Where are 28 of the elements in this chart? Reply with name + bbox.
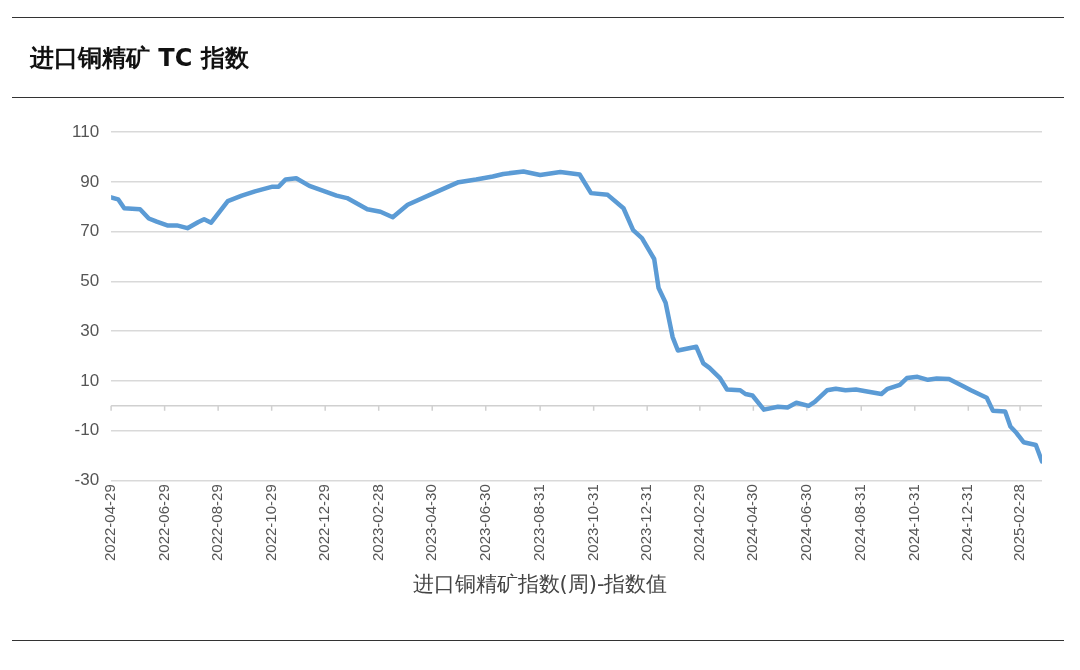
x-tick-label: 2022-08-29 (208, 484, 226, 562)
x-axis-title: 进口铜精矿指数(周)-指数值 (411, 571, 669, 598)
x-tick-label: 2024-10-31 (904, 484, 922, 562)
x-tick-label: 2022-06-29 (154, 484, 172, 562)
x-tick-label: 2024-04-30 (743, 484, 761, 562)
y-tick-label: 30 (80, 320, 100, 340)
x-tick-label: 2023-12-31 (637, 484, 655, 562)
x-tick-label: 2025-02-28 (1010, 484, 1028, 562)
x-tick-label: 2022-10-29 (261, 484, 279, 562)
x-tick-label: 2024-06-30 (797, 484, 814, 562)
x-tick-label: 2022-12-29 (315, 484, 333, 562)
y-tick-label: 110 (71, 121, 100, 141)
x-tick-label: 2023-08-31 (530, 484, 548, 562)
y-tick-label: 50 (80, 271, 100, 291)
x-tick-label: 2023-04-30 (422, 484, 440, 562)
y-tick-label: 70 (80, 221, 100, 241)
x-tick-label: 2022-04-29 (101, 484, 119, 562)
chart-title: 进口铜精矿 TC 指数 (30, 43, 249, 74)
y-tick-label: -10 (74, 420, 100, 440)
x-tick-label: 2023-06-30 (475, 484, 493, 562)
y-tick-label: 90 (80, 171, 100, 191)
x-tick-label: 2024-08-31 (851, 484, 869, 562)
y-tick-label: 10 (80, 370, 100, 390)
x-tick-label: 2024-12-31 (958, 484, 976, 562)
x-tick-label: 2024-02-29 (689, 484, 707, 562)
y-tick-label: -30 (74, 469, 100, 489)
x-tick-label: 2023-10-31 (583, 484, 601, 562)
x-tick-label: 2023-02-28 (368, 484, 386, 562)
